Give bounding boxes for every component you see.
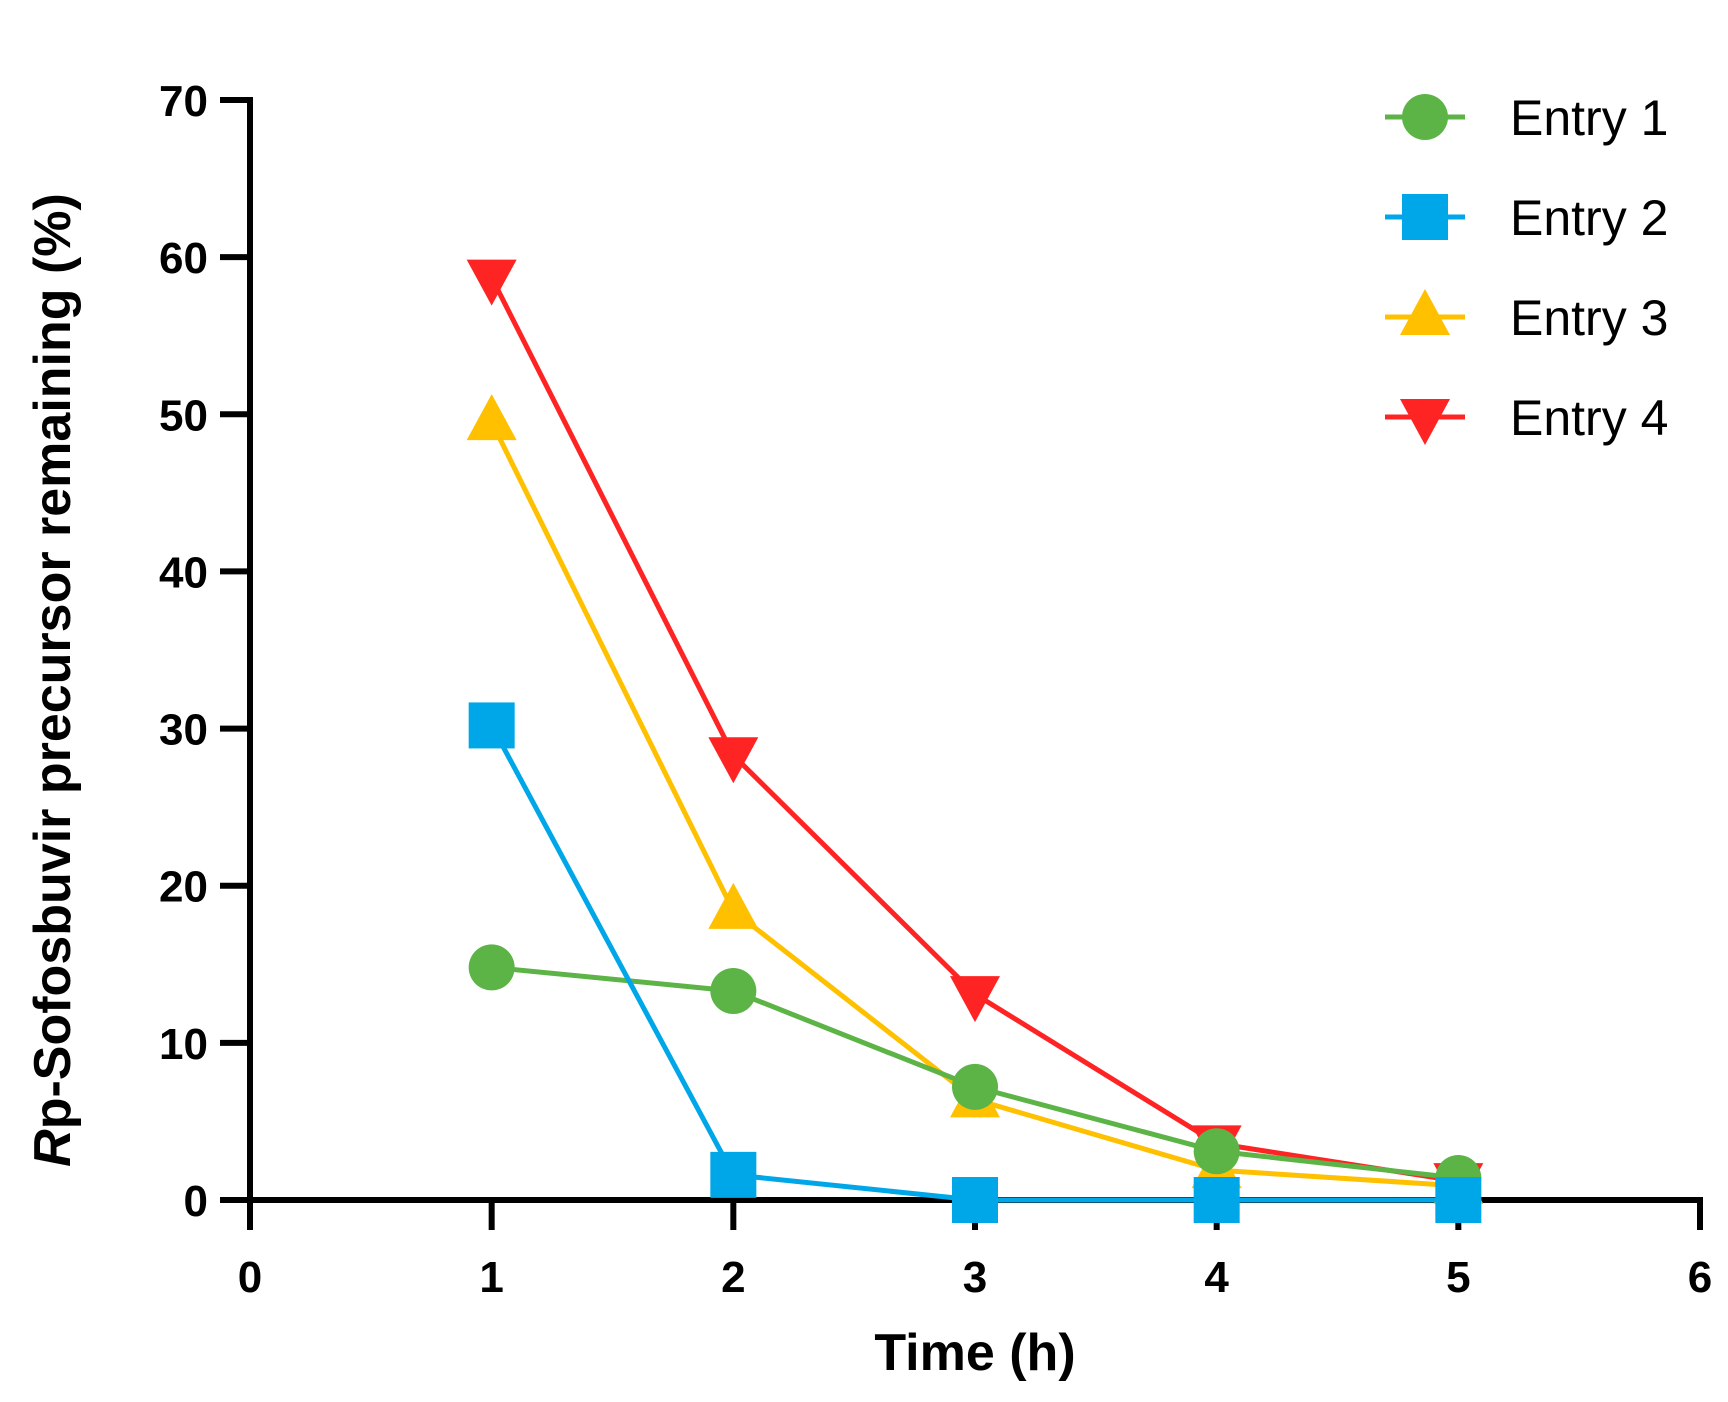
data-point <box>466 259 517 306</box>
data-point <box>1193 1128 1240 1175</box>
y-tick-label: 0 <box>184 1177 208 1226</box>
y-axis-title-italic: R <box>24 1129 82 1167</box>
data-point <box>710 968 757 1014</box>
x-tick-label: 1 <box>479 1253 503 1302</box>
y-ticks: 0 10 20 30 40 50 60 70 <box>159 77 250 1226</box>
x-axis-title: Time (h) <box>874 1324 1075 1382</box>
data-point <box>950 976 1000 1023</box>
y-tick-label: 10 <box>159 1020 208 1069</box>
y-tick-label: 60 <box>159 234 208 283</box>
legend-marker <box>1402 194 1448 240</box>
legend-item: Entry 3 <box>1385 289 1668 346</box>
legend-marker <box>1400 289 1450 335</box>
legend: Entry 1 Entry 2 Entry 3 Entry 4 <box>1385 90 1668 446</box>
legend-label: Entry 2 <box>1510 190 1668 246</box>
legend-item: Entry 2 <box>1385 190 1668 246</box>
series-2 <box>468 702 1482 1223</box>
data-point <box>468 944 515 991</box>
x-tick-label: 0 <box>238 1253 262 1302</box>
axes <box>247 97 1703 1203</box>
data-point <box>708 882 759 929</box>
y-axis-title: Rp-Sofosbuvir precursor remaining (%) <box>24 193 82 1167</box>
y-axis-title-rest: p-Sofosbuvir precursor remaining (%) <box>24 193 82 1129</box>
legend-label: Entry 4 <box>1510 390 1668 446</box>
x-tick-label: 3 <box>963 1253 987 1302</box>
data-point <box>708 737 759 784</box>
x-tick-label: 2 <box>721 1253 745 1302</box>
x-tick-label: 5 <box>1446 1253 1470 1302</box>
data-point <box>466 394 517 441</box>
data-point <box>468 702 515 749</box>
x-tick-label: 4 <box>1204 1253 1229 1302</box>
legend-label: Entry 1 <box>1510 90 1668 146</box>
y-tick-label: 40 <box>159 548 208 597</box>
legend-item: Entry 1 <box>1385 90 1668 146</box>
data-point <box>1193 1177 1240 1223</box>
legend-label: Entry 3 <box>1510 290 1668 346</box>
data-point <box>710 1151 757 1198</box>
data-point <box>952 1177 998 1223</box>
legend-item: Entry 4 <box>1385 390 1668 446</box>
legend-marker <box>1400 399 1450 445</box>
x-tick-label: 6 <box>1688 1253 1712 1302</box>
series-group <box>466 259 1484 1223</box>
x-ticks: 0 1 2 3 4 5 6 <box>238 1200 1712 1302</box>
y-tick-label: 70 <box>159 77 208 126</box>
series-line <box>489 276 1459 1184</box>
y-tick-label: 20 <box>159 863 208 912</box>
data-point <box>952 1063 998 1110</box>
legend-marker <box>1402 94 1448 140</box>
y-tick-label: 50 <box>159 391 208 440</box>
series-line <box>489 724 1459 1203</box>
data-point <box>1435 1177 1482 1223</box>
series-1 <box>468 944 1482 1201</box>
y-tick-label: 30 <box>159 706 208 755</box>
